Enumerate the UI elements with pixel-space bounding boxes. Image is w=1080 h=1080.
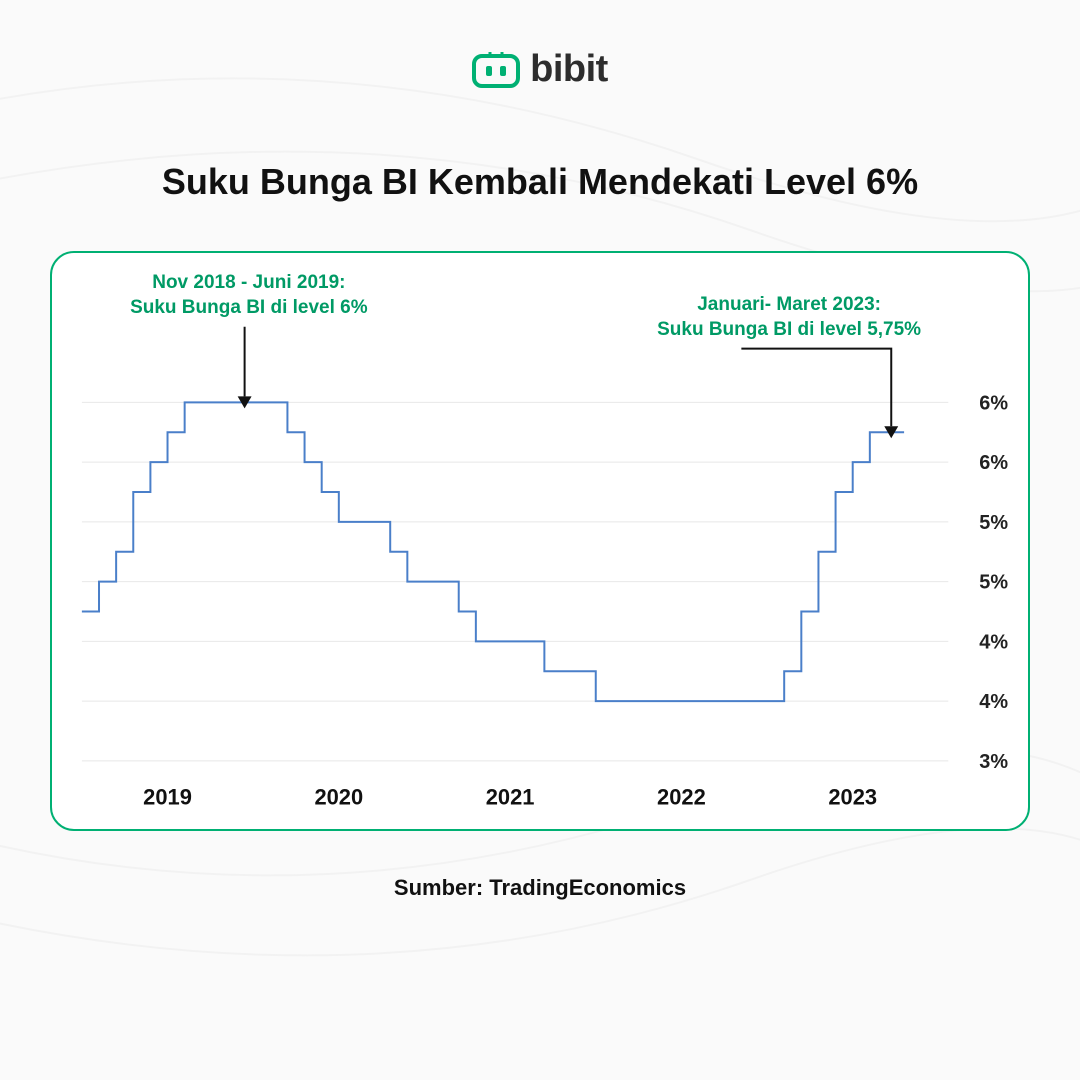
chart-annotation: Nov 2018 - Juni 2019:Suku Bunga BI di le… — [130, 271, 368, 320]
svg-text:5%: 5% — [979, 572, 1008, 594]
svg-text:2022: 2022 — [657, 785, 706, 810]
brand-logo: bibit — [472, 48, 608, 91]
svg-text:6%: 6% — [979, 392, 1008, 414]
svg-text:2020: 2020 — [314, 785, 363, 810]
bibit-logo-icon — [472, 52, 520, 88]
chart-annotation: Januari- Maret 2023:Suku Bunga BI di lev… — [657, 293, 921, 342]
svg-text:4%: 4% — [979, 691, 1008, 713]
svg-text:5%: 5% — [979, 512, 1008, 534]
brand-name: bibit — [530, 48, 608, 91]
svg-text:6%: 6% — [979, 452, 1008, 474]
svg-text:3%: 3% — [979, 751, 1008, 773]
source-label: Sumber: TradingEconomics — [394, 875, 686, 901]
chart-title: Suku Bunga BI Kembali Mendekati Level 6% — [162, 161, 918, 203]
chart-card: 3% 4% 4% 5% 5% 6% 6% 2019 2020 2021 2022 2023 Nov 2… — [50, 251, 1030, 831]
svg-text:2023: 2023 — [828, 785, 877, 810]
svg-text:4%: 4% — [979, 631, 1008, 653]
svg-text:2019: 2019 — [143, 785, 192, 810]
svg-text:2021: 2021 — [486, 785, 535, 810]
